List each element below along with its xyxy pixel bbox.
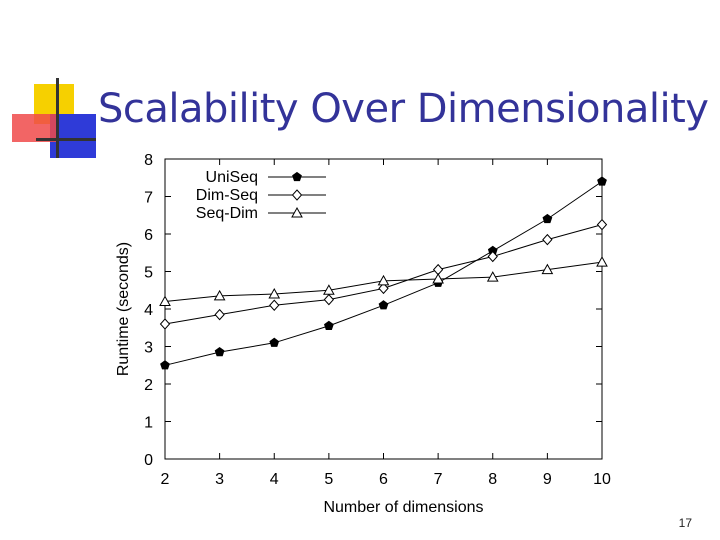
y-tick-label: 8 bbox=[144, 152, 153, 169]
data-point-dim-seq bbox=[214, 308, 225, 321]
y-axis-label: Runtime (seconds) bbox=[115, 242, 132, 376]
y-tick-label: 5 bbox=[144, 265, 153, 282]
data-point-dim-seq bbox=[159, 318, 171, 330]
data-point-uniseq bbox=[214, 346, 225, 357]
data-point-dim-seq bbox=[487, 250, 498, 263]
y-tick-label: 4 bbox=[144, 302, 153, 319]
x-tick-label: 7 bbox=[434, 471, 443, 488]
logo-vertical-bar bbox=[56, 78, 59, 158]
y-tick-label: 7 bbox=[144, 190, 153, 207]
y-tick-label: 1 bbox=[144, 415, 153, 432]
y-tick-label: 2 bbox=[144, 377, 153, 394]
data-point-seq-dim bbox=[159, 295, 171, 306]
legend-marker-dim-seq bbox=[291, 189, 303, 201]
x-tick-label: 2 bbox=[161, 471, 170, 488]
legend-label-uniseq: UniSeq bbox=[206, 169, 258, 186]
x-tick-label: 4 bbox=[270, 471, 279, 488]
x-tick-label: 8 bbox=[488, 471, 497, 488]
data-point-dim-seq bbox=[323, 293, 335, 306]
x-axis-label: Number of dimensions bbox=[323, 499, 483, 516]
logo-horizontal-bar bbox=[36, 138, 96, 141]
x-tick-label: 3 bbox=[215, 471, 224, 488]
y-tick-label: 3 bbox=[144, 340, 153, 357]
data-point-dim-seq bbox=[542, 233, 553, 246]
page-number: 17 bbox=[678, 516, 692, 530]
legend-marker-uniseq bbox=[292, 171, 302, 182]
slide-title: Scalability Over Dimensionality bbox=[98, 86, 709, 132]
x-tick-label: 10 bbox=[593, 471, 611, 488]
data-point-uniseq bbox=[269, 337, 280, 347]
data-point-seq-dim bbox=[432, 272, 444, 284]
legend-label-dim-seq: Dim-Seq bbox=[196, 187, 258, 204]
data-point-seq-dim bbox=[213, 289, 226, 301]
logo-red-square bbox=[12, 114, 56, 142]
data-point-uniseq bbox=[324, 320, 334, 330]
data-point-dim-seq bbox=[378, 282, 389, 295]
data-point-seq-dim bbox=[541, 263, 554, 275]
data-point-seq-dim bbox=[268, 287, 281, 299]
y-tick-label: 6 bbox=[144, 227, 153, 244]
x-tick-label: 6 bbox=[379, 471, 388, 488]
data-point-seq-dim bbox=[323, 284, 335, 295]
data-point-seq-dim bbox=[486, 271, 499, 282]
y-tick-label: 0 bbox=[144, 452, 153, 469]
legend-marker-seq-dim bbox=[291, 206, 303, 218]
slide-logo-icon bbox=[12, 78, 96, 158]
data-point-uniseq bbox=[160, 360, 170, 370]
data-point-uniseq bbox=[597, 176, 607, 186]
legend-label-seq-dim: Seq-Dim bbox=[196, 205, 258, 222]
x-tick-label: 5 bbox=[324, 471, 333, 488]
data-point-dim-seq bbox=[269, 299, 280, 311]
x-tick-label: 9 bbox=[543, 471, 552, 488]
data-point-uniseq bbox=[378, 300, 389, 310]
data-point-seq-dim bbox=[377, 274, 390, 286]
data-point-uniseq bbox=[542, 213, 553, 224]
data-point-seq-dim bbox=[596, 256, 608, 267]
data-point-dim-seq bbox=[596, 218, 608, 231]
